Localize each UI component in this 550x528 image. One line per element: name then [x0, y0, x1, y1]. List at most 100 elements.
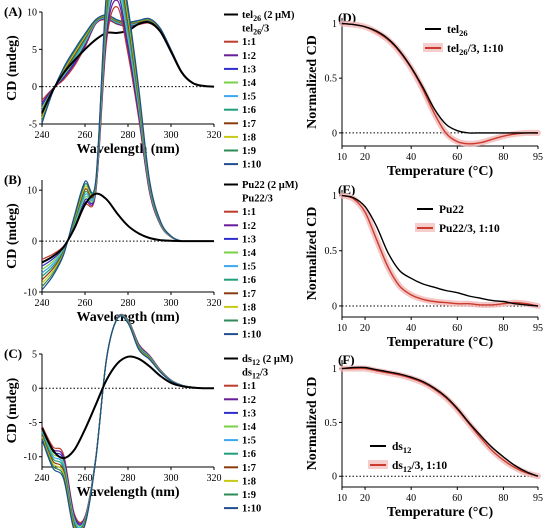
- y-axis-label: CD (mdeg): [5, 203, 20, 269]
- x-tick-label: 320: [207, 298, 222, 309]
- y-tick-label: -10: [24, 288, 37, 299]
- legend-label-ratio: 1:9: [242, 146, 256, 157]
- legend-label: tel26/3, 1:10: [447, 43, 504, 57]
- y-tick-label: -5: [29, 418, 37, 429]
- legend-label-ratio: 1:2: [242, 51, 256, 62]
- legend-label-ratio: 1:2: [242, 221, 256, 232]
- x-tick-label: 10: [337, 493, 347, 504]
- y-tick-label: 0: [332, 472, 337, 483]
- legend-label: tel26: [447, 24, 468, 38]
- x-tick-label: 20: [360, 152, 370, 163]
- legend: tel26 tel26/3, 1:10: [423, 24, 504, 57]
- series-line-ratio: [341, 194, 539, 307]
- legend-label-ratio: 1:1: [242, 381, 256, 392]
- y-tick-label: 0: [32, 82, 37, 93]
- legend-label: Pu22/3, 1:10: [439, 223, 500, 235]
- y-tick-label: 1: [332, 364, 337, 375]
- y-tick-label: -5: [29, 120, 37, 131]
- y-tick-label: 0: [32, 237, 37, 248]
- x-tick-label: 80: [498, 152, 508, 163]
- legend-label-group: ds12/3: [242, 368, 268, 381]
- legend-label-ratio: 1:8: [242, 302, 256, 313]
- x-axis-label: Wavelength (nm): [76, 142, 179, 157]
- x-tick-label: 240: [35, 473, 50, 484]
- y-tick-label: 0.5: [325, 246, 338, 257]
- x-tick-label: 300: [164, 298, 179, 309]
- legend-label-ratio: 1:7: [242, 289, 256, 300]
- series-line-main: [341, 194, 539, 307]
- y-axis-label: Normalized CD: [305, 377, 320, 471]
- legend-label-ratio: 1:4: [242, 422, 257, 433]
- y-axis-label: Normalized CD: [305, 35, 320, 129]
- x-tick-label: 40: [406, 152, 416, 163]
- legend-label-ratio: 1:6: [242, 449, 256, 460]
- legend-label-main: ds12 (2 μM): [242, 354, 294, 367]
- series-line-main: [41, 355, 215, 460]
- x-tick-label: 60: [452, 152, 462, 163]
- panel-f: (F) 10 20 40 60 80 95 0 0.5 1 Temperature (°C) Norm…: [305, 352, 543, 520]
- legend-label-ratio: 1:2: [242, 395, 256, 406]
- series-line-ratio: [341, 22, 539, 145]
- x-tick-label: 300: [164, 130, 179, 141]
- x-tick-label: 20: [360, 493, 370, 504]
- legend-label-ratio: 1:3: [242, 234, 256, 245]
- series-band: [339, 20, 541, 147]
- legend-label-ratio: 1:5: [242, 262, 256, 273]
- legend-label-ratio: 1:8: [242, 476, 256, 487]
- legend-label: Pu22: [439, 204, 464, 216]
- panel-label: (F): [338, 352, 355, 367]
- x-tick-label: 260: [78, 130, 93, 141]
- legend-label: ds12/3, 1:10: [392, 460, 447, 474]
- x-tick-label: 260: [78, 298, 93, 309]
- panel-label: (C): [4, 346, 22, 361]
- legend-label-group: tel26/3: [242, 24, 269, 37]
- axis-frame: [41, 354, 214, 468]
- y-tick-label: 0.5: [325, 74, 338, 85]
- x-tick-label: 60: [452, 323, 462, 334]
- legend: Pu22 (2 μM) Pu22/3 1:1 1:2 1:3 1:4 1:5 1:6 1:7 1:…: [224, 180, 299, 341]
- legend-label-ratio: 1:10: [242, 160, 261, 171]
- x-tick-label: 60: [452, 493, 462, 504]
- y-tick-label: 5: [32, 350, 37, 361]
- legend: Pu22 Pu22/3, 1:10: [415, 204, 500, 235]
- series-line-ratio: [341, 367, 539, 477]
- x-tick-label: 80: [498, 493, 508, 504]
- series-line-main: [341, 366, 539, 477]
- panel-b: (B) 240 260 280 300 320 -10 0 10 Wavelength (nm) C…: [4, 0, 299, 341]
- y-tick-label: 1: [332, 19, 337, 30]
- x-tick-label: 240: [35, 130, 50, 141]
- legend-label-ratio: 1:1: [242, 207, 256, 218]
- x-tick-label: 240: [35, 298, 50, 309]
- y-tick-label: -10: [24, 452, 37, 463]
- legend-label-ratio: 1:8: [242, 132, 256, 143]
- panel-c: (C) 240 260 280 300 320 -10 -5 0 5 Wavelength (nm)…: [4, 313, 294, 528]
- x-axis-label: Wavelength (nm): [76, 485, 179, 500]
- legend-label-ratio: 1:3: [242, 64, 256, 75]
- legend-label-ratio: 1:9: [242, 490, 256, 501]
- legend-label-ratio: 1:7: [242, 119, 256, 130]
- legend-label-ratio: 1:5: [242, 92, 256, 103]
- x-tick-label: 10: [337, 152, 347, 163]
- x-tick-label: 40: [406, 493, 416, 504]
- legend-label-ratio: 1:6: [242, 275, 256, 286]
- x-tick-label: 80: [498, 323, 508, 334]
- y-axis-label: CD (mdeg): [5, 377, 20, 443]
- legend: ds12 ds12/3, 1:10: [368, 441, 447, 474]
- x-tick-label: 320: [207, 130, 222, 141]
- y-tick-label: 5: [32, 45, 37, 56]
- y-axis-label: CD (mdeg): [5, 35, 20, 101]
- y-tick-label: 10: [27, 8, 37, 19]
- y-tick-label: 0.5: [325, 418, 338, 429]
- legend-label-ratio: 1:7: [242, 463, 256, 474]
- x-tick-label: 280: [121, 298, 136, 309]
- legend-label-main: Pu22 (2 μM): [242, 180, 299, 191]
- panel-a: (A) 240 260 280 300 320 -5 0 5 10 Wavelength (nm) C…: [4, 4, 295, 171]
- legend-label-ratio: 1:10: [242, 504, 261, 515]
- x-tick-label: 300: [164, 473, 179, 484]
- legend-label-ratio: 1:10: [242, 330, 261, 341]
- y-tick-label: 0: [332, 128, 337, 139]
- x-tick-label: 280: [121, 130, 136, 141]
- y-tick-label: 0: [332, 301, 337, 312]
- y-tick-label: 10: [27, 186, 37, 197]
